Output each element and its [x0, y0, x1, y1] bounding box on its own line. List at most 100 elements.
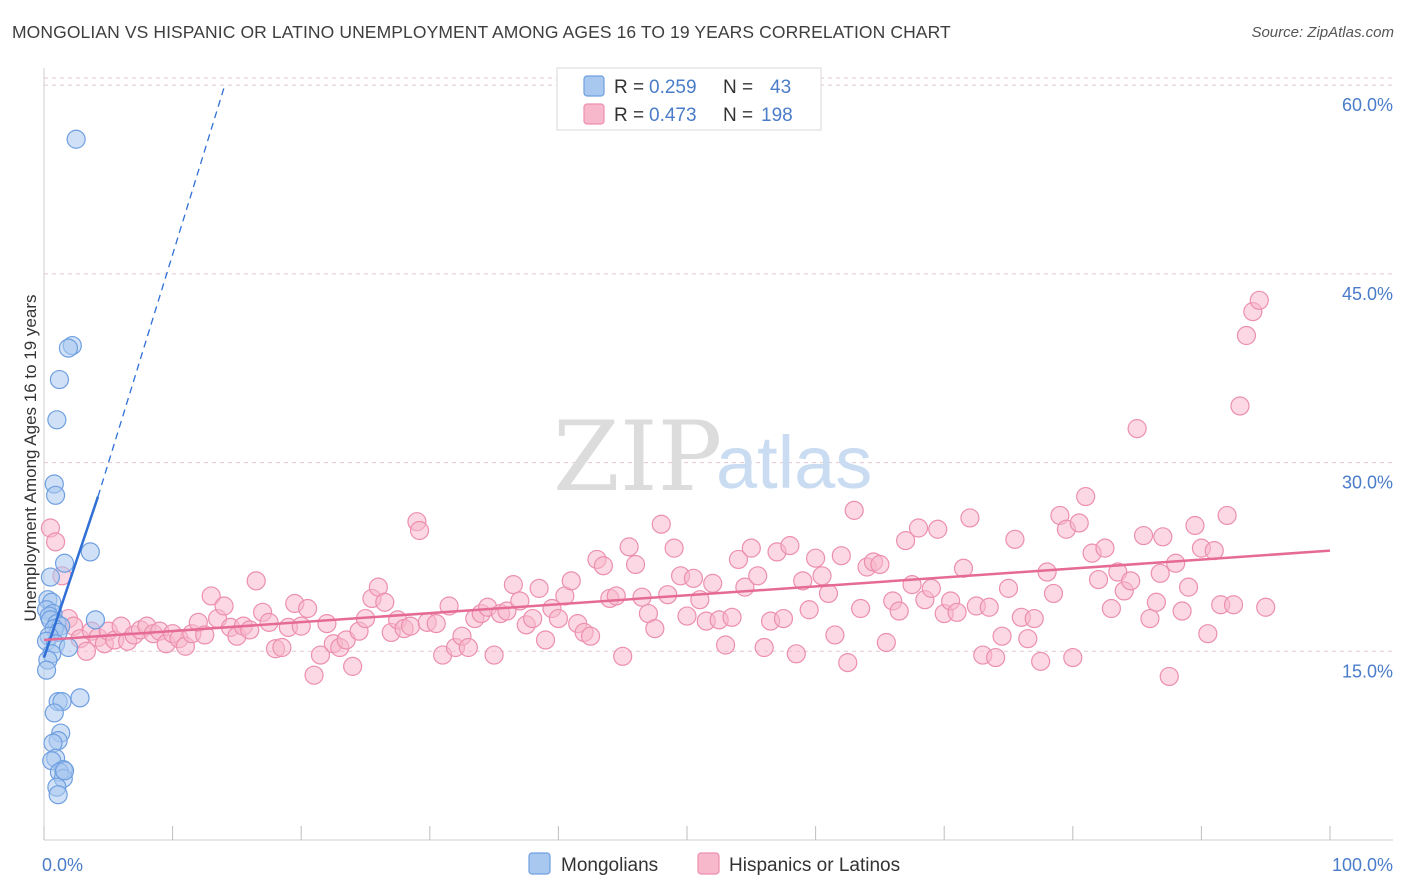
hispanics-point	[870, 554, 890, 575]
y-tick-label: 60.0%	[1342, 95, 1393, 115]
bottom-legend-mongolians: Mongolians	[561, 855, 658, 876]
x-tick-label: 0.0%	[42, 855, 83, 875]
mongolians-point	[66, 129, 86, 149]
hispanics-point	[409, 520, 430, 541]
hispanics-point	[651, 514, 671, 534]
legend-r-value: 0.473	[649, 105, 697, 126]
legend-r-label: R =	[614, 105, 644, 126]
hispanics-point	[535, 630, 556, 650]
hispanics-point	[458, 637, 478, 658]
mongolians-point	[47, 410, 67, 430]
hispanics-point	[1076, 486, 1096, 507]
hispanics-point	[741, 538, 761, 558]
hispanics-point	[1150, 563, 1170, 583]
hispanics-point	[831, 546, 851, 566]
hispanics-point	[889, 601, 909, 621]
hispanics-point	[805, 548, 826, 568]
hispanics-point	[291, 616, 311, 636]
hispanics-point	[1223, 595, 1244, 615]
hispanics-point	[619, 537, 639, 557]
hispanics-point	[748, 566, 768, 586]
y-tick-label: 45.0%	[1342, 284, 1393, 304]
mongolians-point	[58, 637, 79, 658]
mongolians-point	[80, 542, 100, 562]
trend-lines	[42, 87, 1331, 658]
y-axis-label: Unemployment Among Ages 16 to 19 years	[21, 295, 40, 622]
hispanics-point	[1159, 666, 1179, 687]
hispanics-point	[908, 518, 929, 538]
chart-title: MONGOLIAN VS HISPANIC OR LATINO UNEMPLOY…	[12, 22, 951, 42]
hispanics-point	[715, 635, 736, 655]
legend-swatch-mongolians	[583, 75, 605, 97]
hispanics-point	[825, 625, 845, 645]
mongolians-point	[40, 567, 61, 587]
hispanics-point	[658, 585, 678, 605]
bottom-legend-swatch-mongolians	[528, 852, 551, 875]
hispanics-point	[1005, 529, 1025, 549]
hispanics-point	[683, 568, 704, 588]
hispanics-point	[561, 571, 581, 591]
hispanics-point	[240, 620, 260, 640]
legend-r-value: 0.259	[649, 77, 697, 98]
hispanics-point	[523, 608, 543, 629]
legend-n-label: N =	[723, 77, 753, 98]
hispanics-point	[1166, 553, 1186, 573]
hispanics-point	[947, 602, 967, 622]
hispanics-point	[613, 646, 633, 666]
hispanics-point	[625, 554, 646, 575]
hispanics-point	[844, 500, 864, 520]
hispanics-point	[780, 536, 800, 556]
hispanics-point	[1204, 541, 1224, 561]
hispanics-point	[851, 598, 871, 619]
hispanics-point	[799, 600, 819, 620]
tick-labels: 15.0% 30.0% 45.0% 60.0% 0.0% 100.0%	[42, 95, 1393, 875]
hispanics-trend-line	[43, 549, 1331, 642]
hispanics-point	[1031, 651, 1051, 671]
x-tick-label: 100.0%	[1332, 855, 1393, 875]
hispanics-point	[548, 608, 569, 629]
hispanics-point	[400, 616, 421, 636]
hispanics-point	[45, 532, 66, 552]
hispanics-point	[214, 596, 234, 616]
hispanics-point	[722, 607, 742, 627]
hispanics-point	[606, 586, 626, 606]
hispanics-point	[580, 626, 601, 646]
hispanics-point	[259, 612, 279, 632]
grid-lines	[44, 77, 1393, 652]
hispanics-point	[76, 641, 97, 661]
hispanics-point	[1185, 515, 1205, 536]
watermark-atlas: atlas	[716, 421, 872, 504]
source-label: Source: ZipAtlas.com	[1251, 24, 1394, 41]
hispanics-point	[793, 571, 813, 591]
legend-r-label: R =	[614, 77, 644, 98]
hispanics-point	[1043, 583, 1064, 604]
hispanics-point	[1236, 325, 1257, 346]
mongolians-point	[49, 369, 70, 390]
hispanics-point	[1198, 624, 1218, 644]
hispanics-point	[921, 578, 941, 598]
mongolians-point	[54, 761, 75, 781]
mongolians-point	[36, 660, 57, 680]
legend-swatch-hispanics	[583, 103, 605, 125]
hispanics-point	[195, 625, 215, 645]
hispanics-point	[304, 665, 324, 685]
mongolians-point	[48, 785, 68, 805]
hispanics-point	[986, 647, 1006, 668]
hispanics-point	[375, 592, 395, 612]
hispanics-point	[1024, 608, 1044, 629]
hispanics-point	[1140, 608, 1160, 629]
hispanics-point	[298, 598, 318, 619]
hispanics-point	[529, 578, 549, 598]
legend-n-value: 198	[761, 105, 793, 126]
hispanics-point	[1172, 601, 1192, 621]
hispanics-point	[1037, 562, 1057, 582]
hispanics-point	[272, 637, 292, 658]
axes	[43, 68, 1393, 841]
hispanics-point	[838, 653, 858, 673]
mongolians-point	[54, 553, 75, 573]
mongolians-trend-extension	[97, 87, 225, 497]
hispanics-point	[310, 645, 331, 665]
hispanics-point	[1249, 290, 1269, 310]
hispanics-point	[1178, 577, 1199, 597]
